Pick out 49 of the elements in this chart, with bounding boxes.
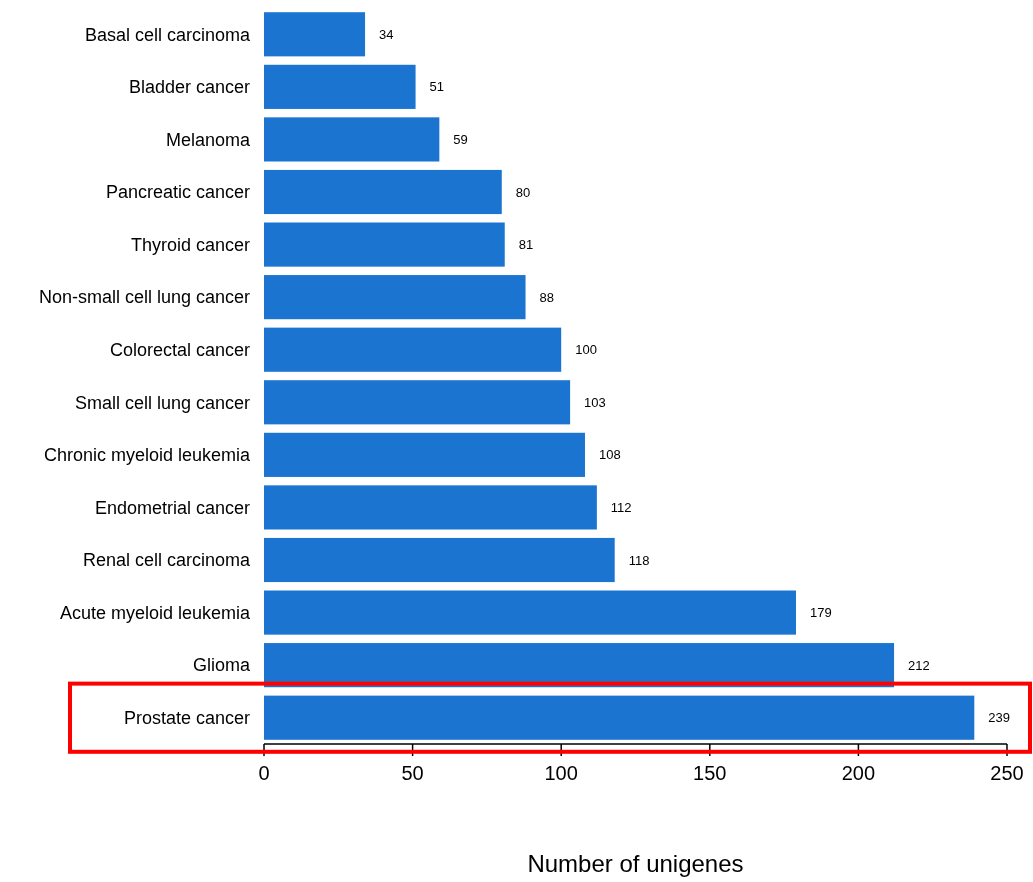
data-label: 81 [518,237,534,253]
data-label: 80 [515,184,531,200]
x-tick-label: 200 [841,762,876,784]
y-tick-label: Acute myeloid leukemia [59,602,251,623]
x-tick-label: 150 [693,762,727,784]
x-tick-label: 100 [544,762,578,784]
data-label: 88 [539,289,554,305]
data-label: 212 [908,657,930,673]
y-tick-label: Endometrial cancer [94,497,250,518]
data-label: 100 [575,342,597,358]
y-tick-label: Melanoma [165,129,251,150]
x-tick-label: 0 [258,762,270,784]
bar [264,12,366,57]
data-label: 59 [453,131,468,147]
bar [264,590,796,635]
y-tick-label: Basal cell carcinoma [84,24,251,45]
bar [264,327,562,372]
x-tick-label: 250 [990,762,1024,784]
bar [264,432,585,477]
y-tick-label: Chronic myeloid leukemia [43,445,251,466]
bar [264,643,895,688]
data-label: 108 [598,447,621,463]
data-label: 51 [429,79,445,95]
y-tick-label: Pancreatic cancer [105,182,250,203]
bar [264,117,440,162]
bar [264,380,571,425]
y-tick-label: Prostate cancer [123,708,250,729]
data-label: 118 [628,552,650,568]
bar [264,222,505,267]
y-tick-label: Colorectal cancer [109,340,251,361]
y-tick-label: Non-small cell lung cancer [38,287,250,308]
y-tick-label: Small cell lung cancer [74,392,251,413]
bar [264,485,597,530]
y-tick-label: Renal cell carcinoma [82,550,251,571]
y-tick-label: Glioma [192,655,251,676]
bar [264,695,975,740]
data-label: 34 [379,26,394,42]
data-label: 239 [988,710,1011,726]
bar [264,275,526,320]
y-tick-label: Bladder cancer [128,77,250,98]
x-axis-title: Number of unigenes [527,850,744,877]
data-label: 112 [610,499,632,515]
bar [264,64,416,109]
bar [264,537,615,583]
x-tick-label: 50 [401,762,424,784]
data-label: 103 [584,394,606,410]
data-label: 179 [809,605,832,621]
bar [264,169,502,215]
y-tick-label: Thyroid cancer [130,234,250,255]
